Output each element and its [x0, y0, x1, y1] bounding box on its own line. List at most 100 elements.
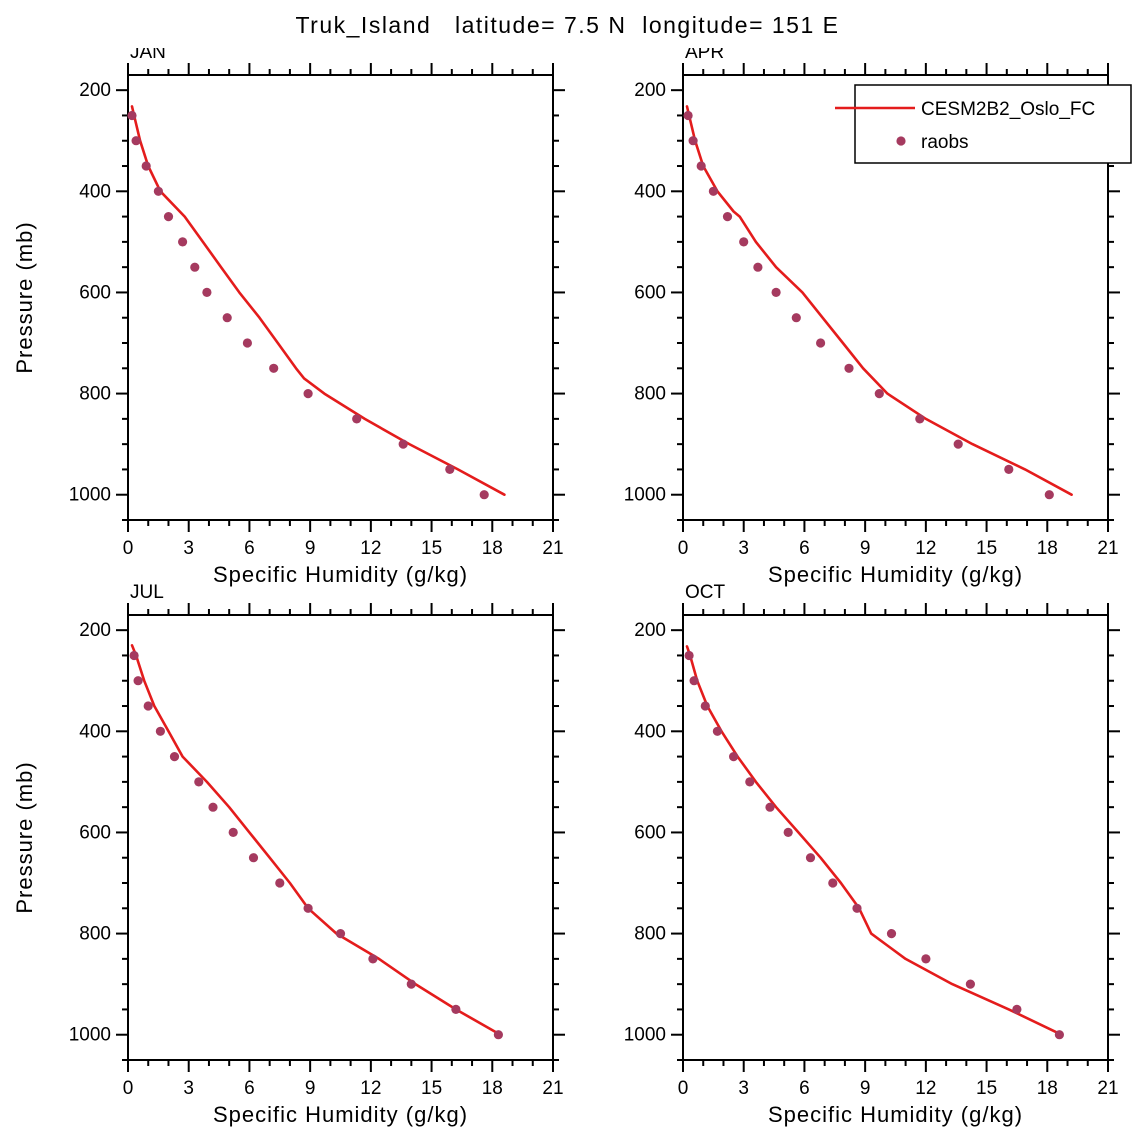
raobs-point: [275, 878, 285, 888]
raobs-point: [852, 903, 862, 913]
model-line: [130, 644, 502, 1036]
axis-frame: [127, 614, 554, 1061]
panel-title: JAN: [130, 48, 166, 63]
x-tick-label: 6: [799, 538, 810, 559]
raobs-point: [1044, 490, 1054, 500]
x-tick-label: 12: [915, 1078, 936, 1099]
raobs-point: [783, 827, 793, 838]
raobs-point: [745, 777, 755, 787]
x-axis-title: Specific Humidity (g/kg): [768, 562, 1023, 587]
raobs-point: [153, 186, 163, 196]
x-tick-label: 18: [482, 538, 503, 559]
raobs-point: [228, 827, 238, 838]
x-tick-label: 0: [123, 538, 134, 559]
panel-title: JUL: [130, 582, 164, 603]
raobs-point: [352, 414, 362, 424]
raobs-point: [816, 338, 826, 348]
raobs-point: [953, 439, 963, 449]
legend-label-model: CESM2B2_Oslo_FC: [921, 99, 1095, 120]
axis-frame: [682, 614, 1109, 1061]
raobs-point: [248, 853, 259, 863]
panel-title: APR: [685, 48, 724, 63]
raobs-point: [844, 363, 854, 373]
y-tick-label: 1000: [69, 1025, 111, 1046]
model-line: [685, 105, 1073, 496]
y-tick-label: 600: [634, 282, 666, 303]
x-tick-label: 3: [738, 538, 749, 559]
raobs-point: [190, 262, 200, 272]
x-tick-label: 6: [244, 538, 255, 559]
raobs-point: [133, 676, 143, 686]
raobs-point: [141, 161, 151, 171]
raobs-point: [1004, 464, 1014, 474]
raobs-point: [1012, 1004, 1022, 1015]
raobs-point: [739, 237, 749, 247]
raobs-point: [143, 701, 153, 711]
x-tick-label: 9: [860, 538, 871, 559]
panel-OCT: 0 3 6 9 12 15 18 21 200 400 600 800 1000 OCT Specific …: [624, 582, 1120, 1127]
x-tick-label: 18: [482, 1078, 503, 1099]
x-axis-title: Specific Humidity (g/kg): [213, 1102, 468, 1127]
raobs-point: [127, 110, 137, 121]
y-tick-label: 1000: [69, 485, 111, 506]
y-tick-label: 600: [634, 822, 666, 843]
x-tick-label: 9: [305, 1078, 316, 1099]
legend-box: [854, 84, 1132, 164]
raobs-point: [178, 237, 188, 247]
legend-label-raobs: raobs: [921, 132, 969, 153]
raobs-point: [965, 979, 976, 989]
x-tick-label: 12: [360, 1078, 381, 1099]
raobs-point: [335, 929, 346, 939]
raobs-point: [406, 979, 416, 989]
y-tick-label: 800: [79, 924, 111, 945]
raobs-point: [791, 313, 801, 323]
x-tick-label: 15: [976, 538, 997, 559]
y-tick-label: 600: [79, 282, 111, 303]
y-tick-label: 800: [79, 384, 111, 405]
raobs-point: [683, 110, 693, 121]
raobs-point: [921, 954, 931, 964]
x-tick-label: 12: [360, 538, 381, 559]
y-tick-label: 200: [634, 620, 666, 641]
y-axis-title: Pressure (mb): [12, 761, 37, 913]
x-tick-label: 15: [976, 1078, 997, 1099]
raobs-point: [722, 212, 733, 222]
x-tick-label: 6: [244, 1078, 255, 1099]
y-tick-label: 800: [634, 384, 666, 405]
y-tick-label: 800: [634, 924, 666, 945]
y-tick-label: 200: [79, 620, 111, 641]
raobs-point: [688, 136, 698, 146]
x-tick-label: 6: [799, 1078, 810, 1099]
raobs-point: [368, 954, 378, 964]
y-tick-label: 1000: [624, 1025, 666, 1046]
raobs-point: [696, 161, 706, 171]
x-tick-label: 0: [678, 1078, 689, 1099]
x-tick-label: 21: [542, 1078, 563, 1099]
y-tick-label: 200: [634, 80, 666, 101]
raobs-point: [689, 676, 699, 686]
x-tick-label: 3: [183, 538, 194, 559]
raobs-point: [194, 777, 204, 787]
raobs-point: [398, 439, 408, 449]
x-tick-label: 21: [542, 538, 563, 559]
model-line: [685, 645, 1063, 1036]
panel-JUL: 0 3 6 9 12 15 18 21 200 400 600 800 1000 JUL Specific …: [12, 582, 565, 1127]
raobs-point: [303, 903, 313, 913]
raobs-point: [886, 929, 897, 939]
axis-frame: [127, 74, 554, 521]
panel-APR: 0 3 6 9 12 15 18 21 200 400 600 800 1000 APR Specific …: [624, 42, 1132, 587]
raobs-point: [708, 186, 719, 196]
x-tick-label: 3: [738, 1078, 749, 1099]
raobs-point: [303, 389, 313, 399]
raobs-point: [242, 338, 252, 348]
model-line: [130, 105, 506, 496]
y-tick-label: 400: [634, 181, 666, 202]
raobs-point: [208, 802, 218, 812]
x-tick-label: 9: [305, 538, 316, 559]
raobs-point: [874, 389, 884, 399]
panel-title: OCT: [685, 582, 726, 603]
figure-title: Truk_Island latitude= 7.5 N longitude= 1…: [295, 12, 840, 38]
y-tick-label: 400: [634, 721, 666, 742]
raobs-point: [765, 802, 775, 812]
raobs-point: [155, 726, 165, 736]
